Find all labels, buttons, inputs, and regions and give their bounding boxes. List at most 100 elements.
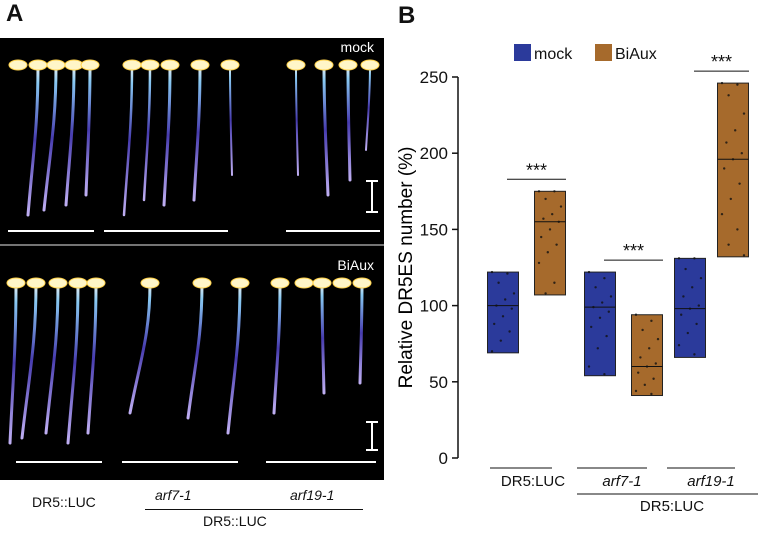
point-mock-1-3 (609, 295, 613, 298)
mock-root-1 (26, 63, 40, 217)
mock-root-10 (295, 64, 299, 176)
point-mock-0-3 (512, 292, 516, 295)
mock-hypocotyl-10 (286, 59, 306, 71)
point-BiAux-1-10 (643, 383, 646, 387)
category-group-label: DR5:LUC (640, 498, 704, 515)
biaux-hypocotyl-2 (48, 277, 68, 289)
legend-label-mock: mock (534, 46, 573, 63)
point-BiAux-1-2 (641, 328, 644, 332)
point-mock-2-6 (697, 304, 700, 307)
biaux-root-8 (272, 281, 282, 415)
point-mock-2-7 (688, 307, 692, 310)
significance-label-0: *** (526, 160, 547, 180)
point-BiAux-0-10 (546, 251, 549, 254)
point-mock-2-5 (682, 295, 685, 298)
point-BiAux-2-14 (742, 254, 746, 257)
point-BiAux-1-8 (637, 371, 640, 374)
point-BiAux-1-1 (650, 319, 653, 323)
point-BiAux-0-6 (557, 220, 560, 223)
point-mock-2-2 (684, 267, 687, 271)
y-tick-label-0: 0 (439, 449, 448, 468)
point-mock-2-4 (691, 286, 694, 289)
point-mock-1-10 (596, 347, 599, 350)
point-BiAux-0-11 (537, 261, 541, 265)
y-tick-label-1: 50 (429, 373, 448, 392)
point-BiAux-0-12 (553, 281, 556, 284)
point-BiAux-0-4 (551, 212, 554, 216)
point-mock-1-12 (603, 372, 606, 376)
mock-hypocotyl-9 (220, 59, 240, 71)
root-images: mock BiAux (0, 39, 384, 463)
luminescence-image-panel: mock BiAux (0, 38, 384, 480)
biaux-root-0 (8, 281, 18, 445)
y-tick-label-3: 150 (420, 220, 448, 239)
mock-hypocotyl-3 (64, 59, 84, 71)
mock-hypocotyl-5 (122, 59, 142, 71)
point-mock-0-4 (504, 298, 507, 301)
mock-root-13 (365, 64, 371, 151)
point-BiAux-0-7 (548, 228, 552, 231)
box-BiAux-1 (631, 314, 663, 397)
point-mock-0-7 (501, 315, 505, 318)
biaux-root-5 (128, 281, 152, 415)
mock-root-9 (229, 64, 233, 176)
significance-label-1: *** (623, 241, 644, 261)
box-mock-1 (584, 271, 616, 377)
point-BiAux-0-2 (544, 197, 547, 201)
biaux-hypocotyl-10 (312, 277, 332, 289)
point-mock-0-6 (510, 307, 513, 310)
point-mock-2-12 (693, 353, 696, 356)
point-mock-0-11 (490, 350, 494, 353)
genotype-label-dr5-luc: DR5::LUC (32, 494, 96, 510)
point-mock-1-11 (587, 365, 591, 368)
point-BiAux-1-5 (639, 356, 642, 359)
point-mock-2-10 (686, 331, 689, 335)
point-BiAux-1-9 (652, 377, 655, 380)
point-mock-2-8 (680, 313, 683, 316)
genotype-label-arf7: arf7-1 (155, 487, 192, 503)
point-mock-0-5 (495, 304, 498, 307)
category-label-1: arf7-1 (602, 473, 641, 490)
genotype-lines (8, 230, 380, 463)
point-mock-2-9 (695, 322, 698, 326)
biaux-root-4 (86, 281, 98, 435)
point-BiAux-1-12 (650, 392, 653, 396)
point-mock-1-0 (587, 270, 591, 274)
mock-root-11 (322, 63, 330, 197)
point-BiAux-1-6 (654, 362, 657, 365)
root-group-mock (8, 59, 380, 222)
biaux-hypocotyl-0 (6, 277, 26, 289)
point-BiAux-2-6 (740, 152, 743, 155)
mock-hypocotyl-12 (338, 59, 358, 71)
point-BiAux-2-13 (727, 243, 730, 246)
legend: mock BiAux (514, 44, 657, 63)
condition-label-mock: mock (341, 39, 375, 55)
point-BiAux-0-5 (542, 217, 545, 220)
point-BiAux-2-3 (742, 112, 746, 115)
biaux-root-1 (20, 281, 38, 440)
biaux-hypocotyl-5 (140, 277, 160, 289)
point-mock-1-4 (601, 301, 604, 304)
genotype-group-label: DR5::LUC (203, 513, 267, 529)
biaux-root-7 (226, 281, 242, 435)
root-group-biaux (6, 277, 372, 445)
point-mock-1-9 (605, 334, 608, 338)
mock-root-8 (192, 63, 202, 202)
y-tick-label-5: 250 (420, 68, 448, 87)
panel-a-label: A (6, 0, 24, 27)
point-BiAux-1-4 (648, 347, 651, 350)
point-mock-2-1 (693, 257, 696, 260)
point-BiAux-2-4 (734, 129, 737, 132)
x-axis-categories: DR5:LUC arf7-1 arf19-1 DR5:LUC (490, 467, 758, 515)
mock-root-3 (64, 63, 76, 207)
scale-bar-top (366, 180, 378, 213)
biaux-hypocotyl-1 (26, 277, 46, 289)
biaux-root-12 (358, 281, 364, 385)
point-BiAux-1-0 (634, 313, 638, 316)
point-mock-1-5 (592, 305, 595, 309)
point-BiAux-0-9 (555, 243, 558, 246)
biaux-hypocotyl-9 (294, 277, 314, 289)
point-mock-1-2 (594, 286, 597, 289)
condition-label-biaux: BiAux (337, 257, 374, 273)
point-mock-2-3 (699, 276, 703, 280)
